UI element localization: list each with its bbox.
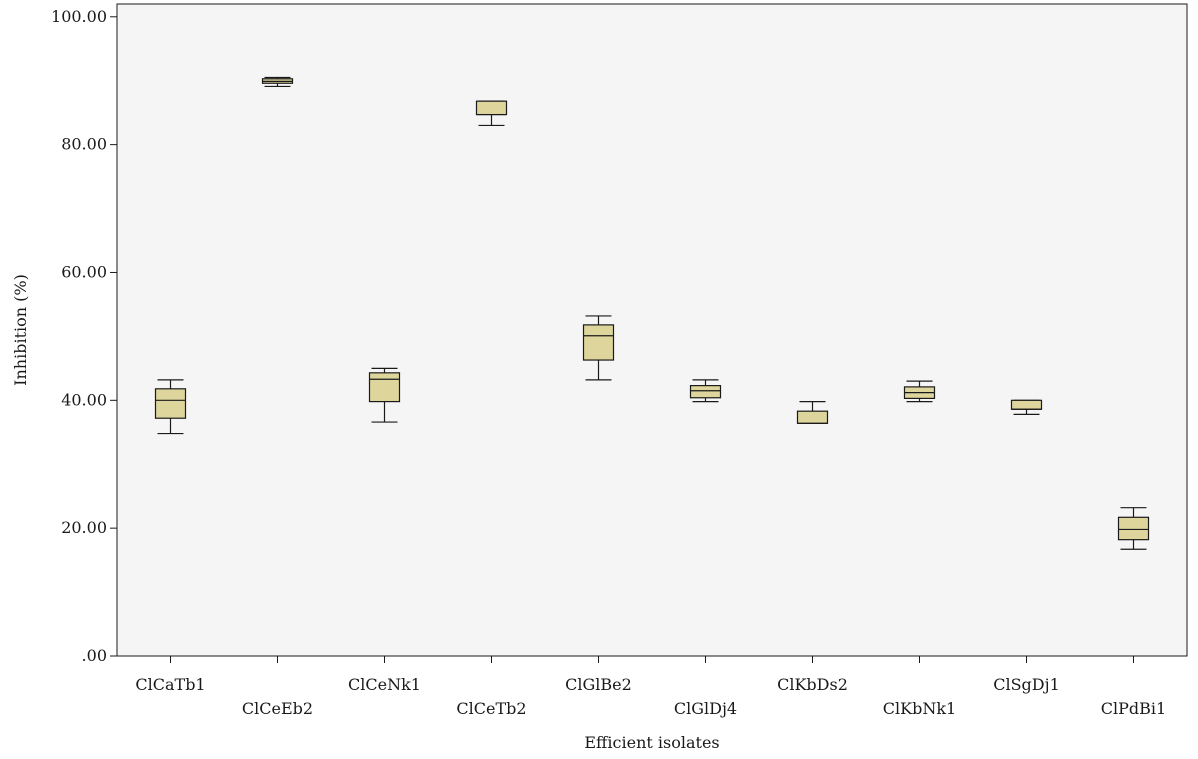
box-ClCeTb2 xyxy=(475,100,508,127)
x-tick-label: ClGlDj4 xyxy=(674,699,737,718)
y-tick-label: 60.00 xyxy=(61,262,107,281)
box-ClKbNk1 xyxy=(903,380,936,403)
y-tick-label: 80.00 xyxy=(61,135,107,154)
x-axis: ClCaTb1 ClCeEb2 ClCeNk1 ClCeTb2 ClGlBe2 ClGlD… xyxy=(135,656,1166,718)
x-tick-label: ClKbDs2 xyxy=(777,675,848,694)
y-tick-label: 20.00 xyxy=(61,518,107,537)
box-ClKbDs2 xyxy=(796,400,829,424)
x-tick-label: ClKbNk1 xyxy=(883,699,956,718)
box-iqr xyxy=(796,410,829,424)
x-tick-label: ClCeEb2 xyxy=(242,699,313,718)
boxes-group xyxy=(154,76,1150,550)
box-ClCeEb2 xyxy=(261,76,294,88)
box-iqr xyxy=(1010,399,1043,410)
box-ClGlDj4 xyxy=(689,379,722,403)
y-tick-label: 100.00 xyxy=(51,7,107,26)
x-tick-label: ClPdBi1 xyxy=(1101,699,1166,718)
box-iqr xyxy=(1117,516,1150,541)
x-tick-label: ClGlBe2 xyxy=(565,675,632,694)
box-ClCaTb1 xyxy=(154,379,187,435)
x-axis-title: Efficient isolates xyxy=(584,733,719,752)
x-tick-label: ClCaTb1 xyxy=(135,675,205,694)
box-iqr xyxy=(582,324,615,361)
box-ClGlBe2 xyxy=(582,315,615,381)
y-axis: .00 20.00 40.00 60.00 80.00 100.00 xyxy=(51,7,117,665)
y-axis-title: Inhibition (%) xyxy=(11,274,30,386)
plot-area xyxy=(116,3,1188,657)
box-iqr xyxy=(689,385,722,399)
box-iqr xyxy=(154,388,187,419)
x-tick-label: ClSgDj1 xyxy=(993,675,1060,694)
y-tick-label: 40.00 xyxy=(61,390,107,409)
box-ClSgDj1 xyxy=(1010,399,1043,415)
x-tick-label: ClCeTb2 xyxy=(456,699,526,718)
box-ClCeNk1 xyxy=(368,367,401,423)
y-tick-label: .00 xyxy=(82,646,107,665)
box-ClPdBi1 xyxy=(1117,507,1150,550)
box-iqr xyxy=(475,100,508,116)
x-tick-label: ClCeNk1 xyxy=(348,675,421,694)
box-iqr xyxy=(368,372,401,403)
